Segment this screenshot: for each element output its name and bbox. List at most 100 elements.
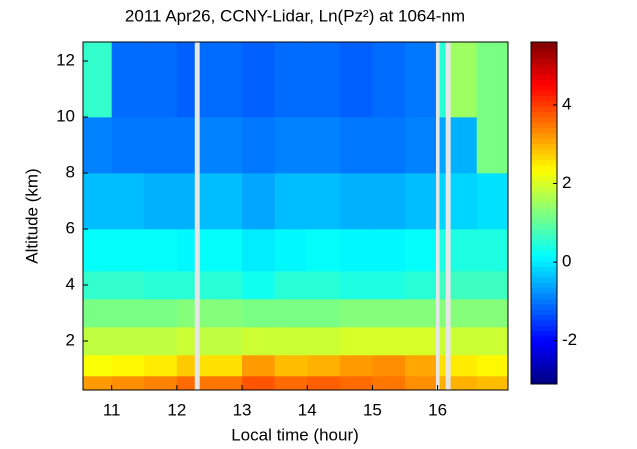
heatmap-cell xyxy=(339,327,373,356)
heatmap-cell xyxy=(274,117,308,174)
heatmap-cell xyxy=(176,173,195,230)
heatmap-cell xyxy=(307,117,341,174)
heatmap-cell xyxy=(144,117,178,174)
heatmap-cell xyxy=(83,42,112,118)
heatmap-cell xyxy=(242,117,275,174)
heatmap-cell xyxy=(307,327,341,356)
heatmap-cell xyxy=(439,117,446,174)
heatmap-cell xyxy=(339,173,373,230)
heatmap-cell xyxy=(274,42,308,118)
heatmap-cell xyxy=(83,117,112,174)
heatmap-cell xyxy=(242,271,275,300)
heatmap-cell xyxy=(111,271,145,300)
heatmap-cell xyxy=(405,376,436,391)
heatmap-cell xyxy=(83,376,112,391)
heatmap-cell xyxy=(307,376,341,391)
colorbar-swatch xyxy=(531,143,557,150)
heatmap-cell xyxy=(450,376,478,391)
heatmap-cell xyxy=(144,229,178,272)
colorbar-swatch xyxy=(531,127,557,134)
colorbar-swatch xyxy=(531,378,557,385)
heatmap-cell xyxy=(144,355,178,377)
colorbar-swatch xyxy=(531,229,557,235)
heatmap-cell xyxy=(307,229,341,272)
y-tick-label: 8 xyxy=(66,163,75,182)
heatmap-cell xyxy=(242,229,275,272)
colorbar-swatch xyxy=(531,106,557,112)
heatmap-cell xyxy=(372,376,406,391)
heatmap-cell xyxy=(144,376,178,391)
heatmap-cell xyxy=(405,299,436,328)
heatmap-cell xyxy=(405,173,436,230)
heatmap-cell xyxy=(199,355,243,377)
heatmap-cell xyxy=(199,299,243,328)
heatmap-cell xyxy=(242,376,275,391)
colorbar-tick-label: 0 xyxy=(562,252,571,271)
heatmap-cell xyxy=(83,173,112,230)
colorbar-swatch xyxy=(531,266,557,273)
heatmap-cell xyxy=(111,117,145,174)
colorbar-swatch xyxy=(531,122,557,128)
heatmap-cell xyxy=(242,355,275,377)
colorbar-swatch xyxy=(531,47,557,54)
colorbar-swatch xyxy=(531,63,557,70)
colorbar-swatch xyxy=(531,84,557,91)
x-tick-label: 16 xyxy=(428,400,447,419)
heatmap-cell xyxy=(439,299,446,328)
heatmap-cell xyxy=(405,229,436,272)
heatmap-cell xyxy=(83,299,112,328)
heatmap-cell xyxy=(372,117,406,174)
heatmap-cell xyxy=(476,229,509,272)
heatmap-cell xyxy=(339,229,373,272)
colorbar-swatch xyxy=(531,250,557,257)
colorbar-swatch xyxy=(531,79,557,86)
heatmap-cell xyxy=(372,355,406,377)
chart-title: 2011 Apr26, CCNY-Lidar, Ln(Pz²) at 1064-… xyxy=(125,6,465,25)
heatmap-cell xyxy=(439,376,446,391)
y-tick-label: 2 xyxy=(66,330,75,349)
colorbar-swatch xyxy=(531,42,557,48)
colorbar-swatch xyxy=(531,293,557,299)
heatmap-cell xyxy=(476,173,509,230)
heatmap-cell xyxy=(372,327,406,356)
heatmap-cell xyxy=(144,327,178,356)
heatmap-cell xyxy=(176,327,195,356)
heatmap-cell xyxy=(372,229,406,272)
colorbar-swatch xyxy=(531,298,557,305)
colorbar-swatch xyxy=(531,319,557,326)
y-tick-label: 12 xyxy=(56,51,75,70)
colorbar-swatch xyxy=(531,357,557,364)
colorbar-swatch xyxy=(531,207,557,214)
heatmap-cell xyxy=(372,299,406,328)
colorbar-swatch xyxy=(531,180,557,187)
heatmap-cell xyxy=(111,355,145,377)
heatmap-cell xyxy=(476,117,509,174)
heatmap-cell xyxy=(476,271,509,300)
colorbar-swatch xyxy=(531,325,557,332)
colorbar-swatch xyxy=(531,100,557,107)
heatmap-cell xyxy=(176,376,195,391)
heatmap-cell xyxy=(111,173,145,230)
colorbar-tick-label: 4 xyxy=(562,94,571,113)
colorbar-swatch xyxy=(531,170,557,177)
heatmap-cell xyxy=(405,271,436,300)
heatmap-cell xyxy=(450,117,478,174)
colorbar-frame xyxy=(530,41,558,385)
heatmap-cell xyxy=(439,355,446,377)
colorbar-swatch xyxy=(531,164,557,171)
heatmap-cell xyxy=(111,376,145,391)
heatmap-cell xyxy=(199,327,243,356)
colorbar-tick-label: -2 xyxy=(562,330,577,349)
x-tick-label: 11 xyxy=(103,400,121,419)
colorbar-swatch xyxy=(531,367,557,374)
colorbar-swatch xyxy=(531,159,557,166)
heatmap-cell xyxy=(439,229,446,272)
heatmap-cell xyxy=(339,355,373,377)
colorbar-swatch xyxy=(531,341,557,348)
colorbar-swatch xyxy=(531,95,557,102)
heatmap-cell xyxy=(339,42,373,118)
heatmap-cell xyxy=(144,173,178,230)
colorbar-swatch xyxy=(531,52,557,59)
heatmap-cell xyxy=(450,42,478,118)
